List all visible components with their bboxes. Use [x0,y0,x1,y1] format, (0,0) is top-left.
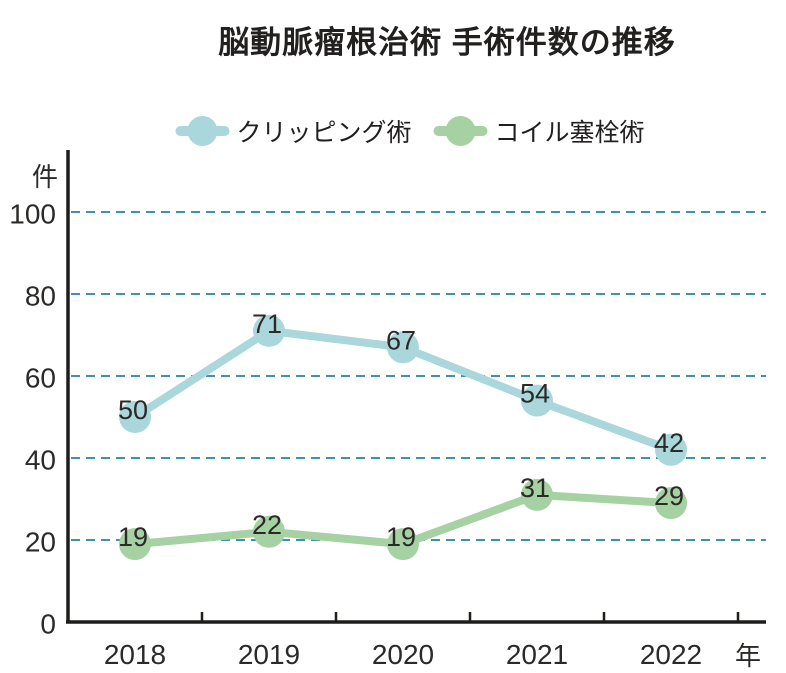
y-tick-label: 80 [25,281,56,312]
data-point [253,515,285,548]
coil-series-marker-icon [433,113,488,149]
x-tick-label: 2021 [506,639,568,670]
legend-label-coil: コイル塞栓術 [494,119,645,147]
data-label: 19 [118,522,148,552]
data-label: 54 [520,379,550,409]
x-tick-label: 2020 [372,639,434,670]
data-point [655,433,687,466]
data-label: 50 [118,395,148,425]
coil-marker-dot-icon [445,116,476,146]
data-label: 42 [654,428,684,458]
data-point [387,331,419,364]
x-axis-unit-label: 年 [735,641,761,671]
data-point [521,478,553,511]
y-axis-unit-label: 件 [32,162,58,192]
y-tick-label: 0 [40,609,56,640]
data-point [253,314,285,347]
data-point [119,401,151,433]
legend: クリッピング術 コイル塞栓術 [175,113,645,149]
data-label: 22 [252,510,282,540]
data-label: 19 [386,522,416,552]
data-label: 31 [520,473,550,503]
x-tick-label: 2018 [104,639,166,670]
chart-title: 脳動脈瘤根治術 手術件数の推移 [218,25,676,60]
y-tick-label: 100 [9,199,56,230]
y-tick-label: 40 [25,445,56,476]
data-point [521,384,553,417]
legend-item-clipping: クリッピング術 [175,113,412,149]
y-tick-label: 20 [25,527,56,558]
data-point [387,528,419,561]
data-label: 71 [252,309,282,339]
x-tick-label: 2019 [238,639,300,670]
x-tick-label: 2022 [640,639,702,670]
y-tick-label: 60 [25,363,56,394]
legend-item-coil: コイル塞栓術 [433,113,645,149]
data-point [119,528,151,561]
clipping-series-marker-icon [175,113,230,149]
legend-label-clipping: クリッピング術 [236,119,412,147]
data-point [655,487,687,520]
data-label: 29 [654,481,684,511]
data-label: 67 [386,325,416,355]
clipping-marker-dot-icon [187,116,218,146]
